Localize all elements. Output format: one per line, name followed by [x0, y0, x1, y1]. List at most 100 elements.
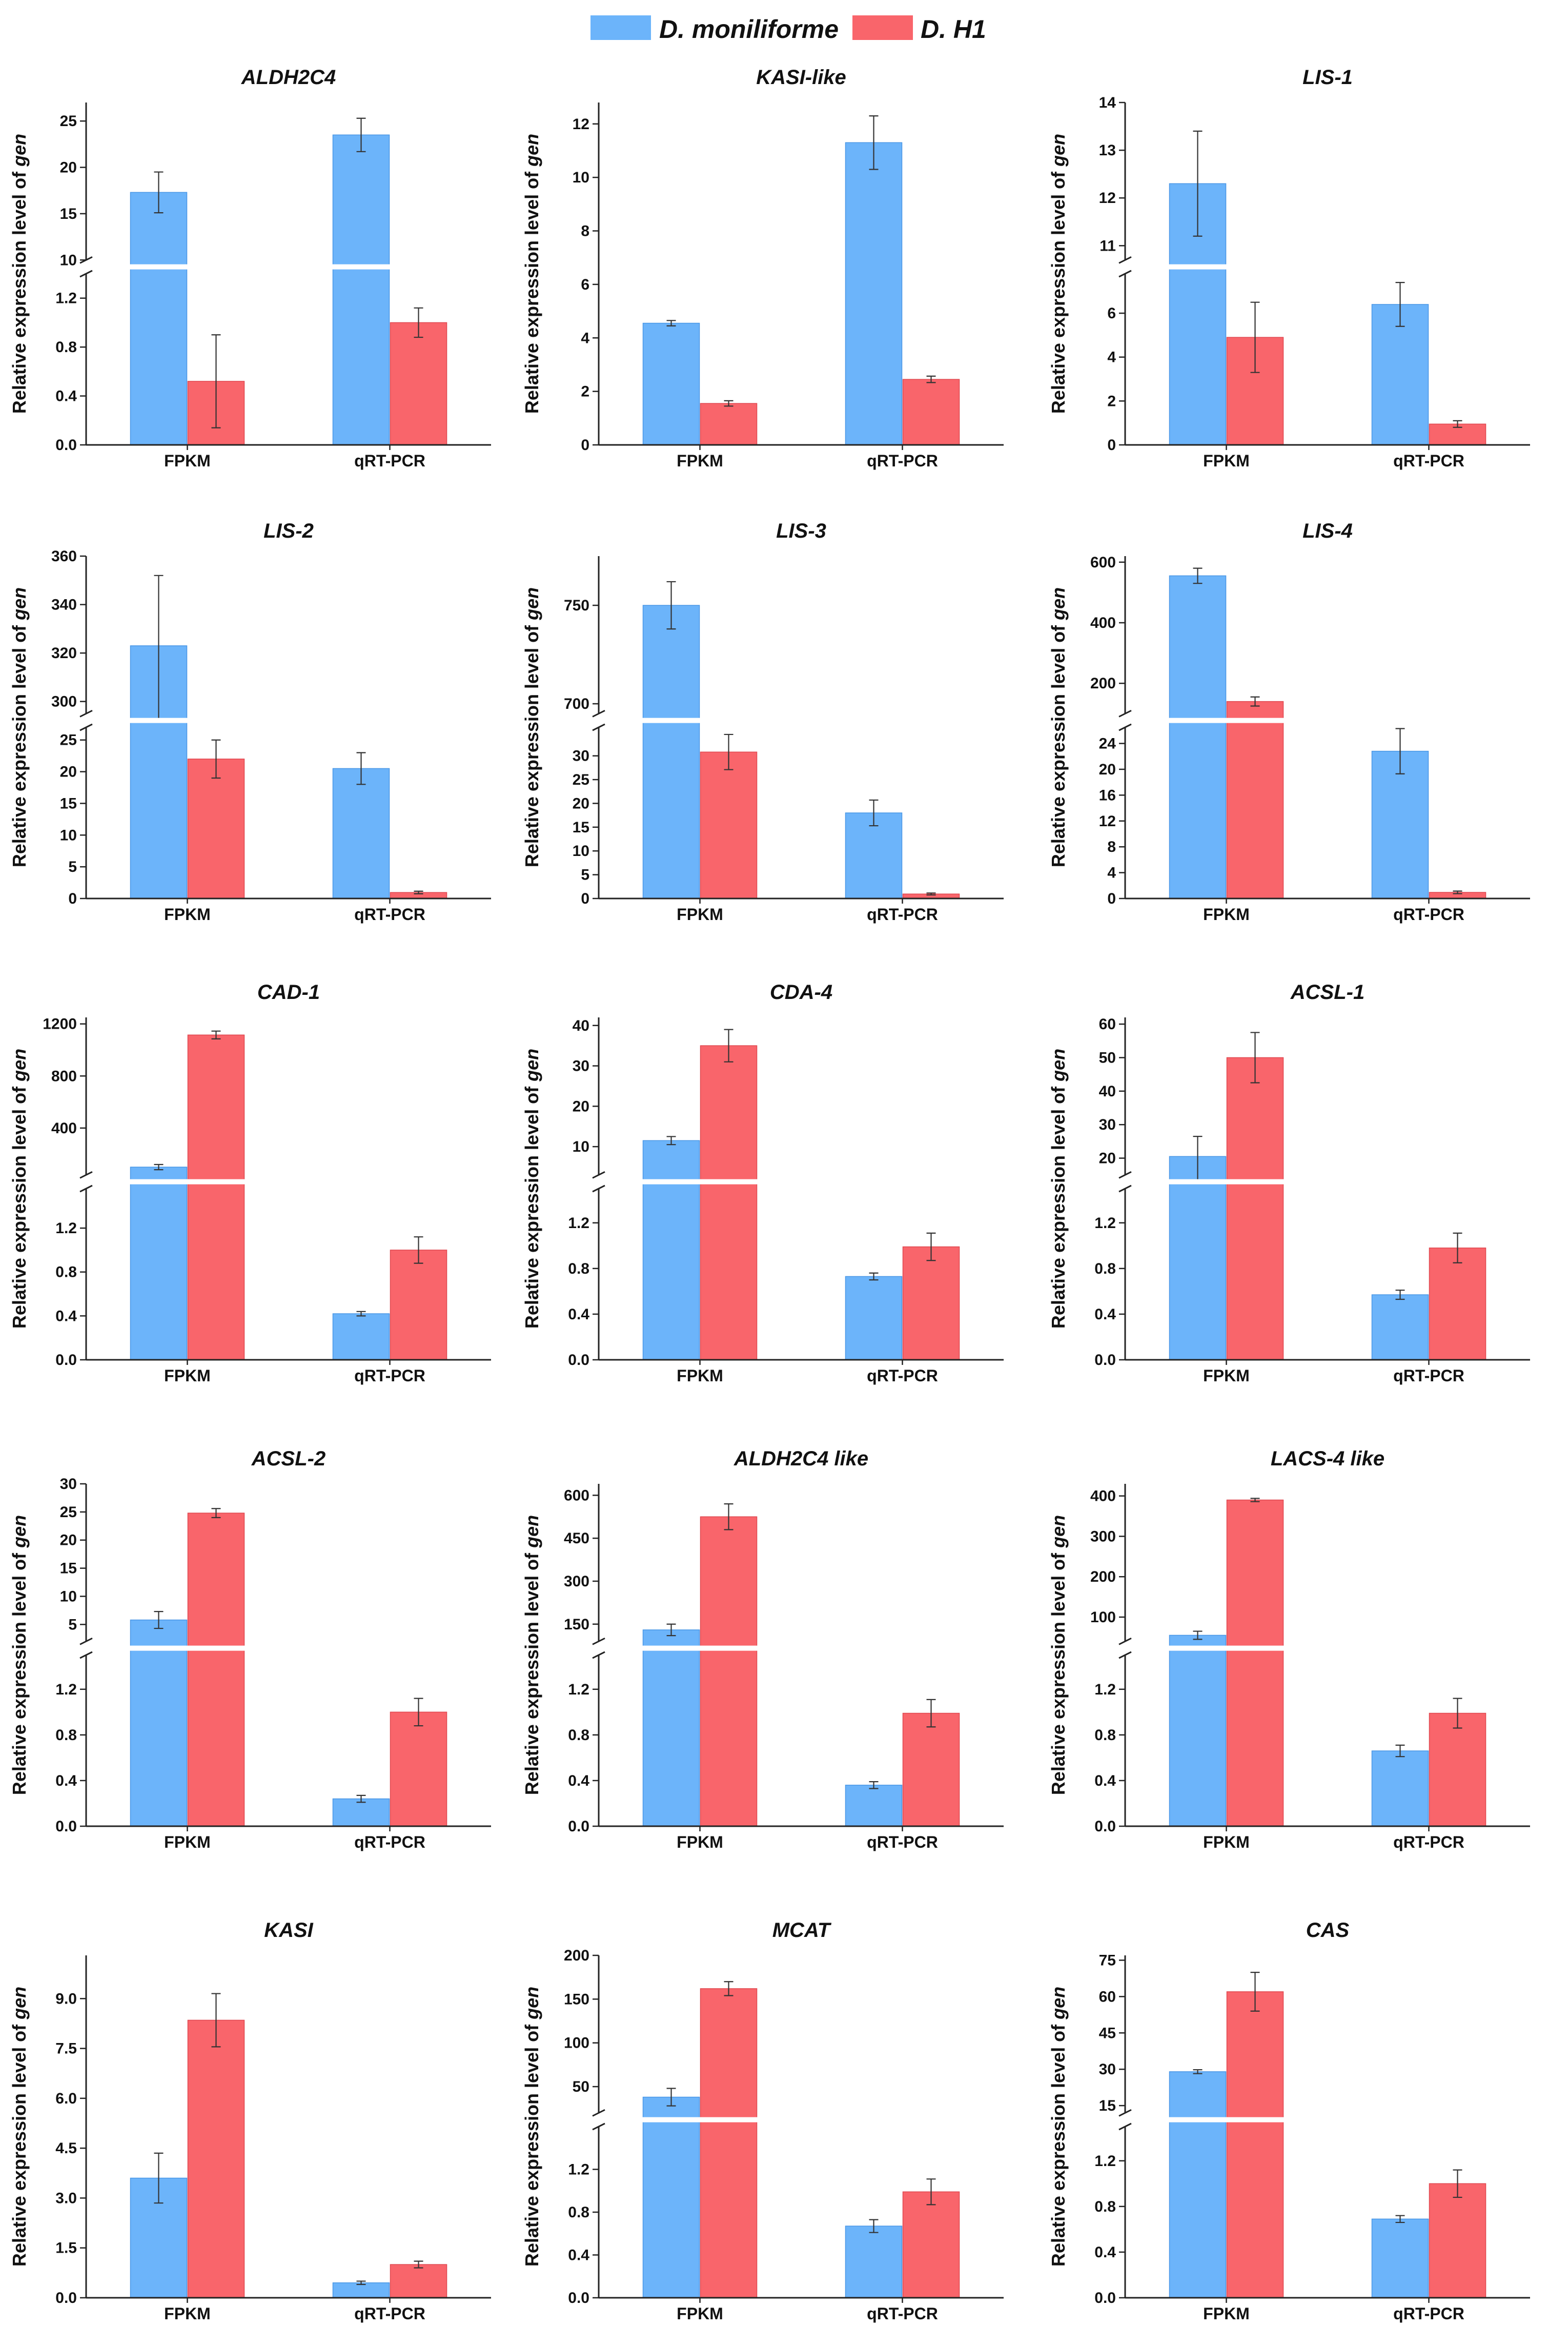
category-label-qrt-pcr: qRT-PCR	[1393, 452, 1464, 470]
panel-title: KASI-like	[756, 66, 846, 89]
bar-d-h1-fpkm	[187, 2019, 245, 2298]
y-axis-label: Relative expression level of gen	[521, 1049, 542, 1329]
error-bar-d-h1-qrt-pcr	[414, 307, 423, 338]
panel-lis-1: LIS-1 Relative expression level of gen FPK…	[1048, 66, 1530, 470]
axis-break-mark	[79, 1637, 93, 1659]
y-tick-label: 360	[51, 548, 77, 565]
error-bar-d-h1-fpkm	[211, 334, 221, 428]
y-tick-label: 0.8	[1094, 2198, 1116, 2215]
y-tick-label: 0	[1107, 437, 1116, 454]
bar-d-moniliforme-fpkm	[1169, 2071, 1227, 2298]
y-tick-label: 15	[60, 206, 77, 222]
category-label-fpkm: FPKM	[164, 1366, 211, 1385]
panel-title: ALDH2C4	[241, 66, 336, 89]
y-tick-label: 0.0	[568, 2290, 589, 2306]
bar-d-h1-qrt-pcr	[902, 379, 960, 445]
y-axis-label: Relative expression level of gen	[1048, 134, 1069, 414]
bar-d-h1-fpkm	[1226, 701, 1284, 899]
axis-break-mark	[592, 1637, 605, 1659]
y-tick-label: 7.5	[55, 2040, 77, 2057]
category-label-fpkm: FPKM	[1203, 905, 1250, 924]
axis-break-mark	[79, 1171, 93, 1193]
axis-break-mark	[1118, 2109, 1132, 2131]
y-axis-label: Relative expression level of gen	[9, 1987, 30, 2266]
error-bar-d-h1-fpkm	[724, 1981, 734, 1996]
bar-d-moniliforme-qrt-pcr	[1371, 2218, 1429, 2298]
error-bar-d-moniliforme-fpkm	[1193, 567, 1203, 584]
axis-break-band	[600, 1645, 1004, 1651]
y-axis-label: Relative expression level of gen	[1048, 1515, 1069, 1795]
bar-d-h1-fpkm	[1226, 1057, 1284, 1360]
y-tick-label: 60	[1099, 1988, 1116, 2005]
y-tick-label: 4	[1107, 865, 1116, 882]
bar-d-h1-qrt-pcr	[1429, 1712, 1486, 1827]
error-bar-d-h1-qrt-pcr	[926, 892, 936, 896]
panel-lis-3: LIS-3 Relative expression level of gen FPK…	[521, 520, 1004, 924]
y-tick-label: 10	[60, 1588, 77, 1605]
legend-swatch-d-h1	[852, 15, 913, 40]
y-tick-label: 30	[1099, 2061, 1116, 2078]
bar-d-h1-qrt-pcr	[1429, 2183, 1486, 2298]
y-tick-label: 9.0	[55, 1990, 77, 2007]
y-tick-label: 0.4	[568, 1772, 589, 1789]
y-tick-label: 50	[573, 2078, 589, 2095]
category-label-qrt-pcr: qRT-PCR	[867, 905, 938, 924]
axis-break-band	[1126, 718, 1530, 723]
y-tick-label: 15	[1099, 2097, 1116, 2114]
category-label-qrt-pcr: qRT-PCR	[354, 905, 425, 924]
legend-label-d-h1: D. H1	[921, 15, 986, 44]
bar-d-moniliforme-fpkm	[642, 605, 700, 899]
panel-title: ACSL-2	[251, 1447, 325, 1470]
y-axis-label: Relative expression level of gen	[521, 134, 542, 414]
y-tick-label: 1.5	[55, 2240, 77, 2257]
category-label-fpkm: FPKM	[1203, 2304, 1250, 2323]
error-bar-d-moniliforme-qrt-pcr	[356, 2280, 366, 2285]
y-tick-label: 10	[573, 1138, 589, 1155]
y-tick-label: 400	[1090, 615, 1116, 631]
bar-d-h1-fpkm	[700, 1516, 758, 1827]
error-bar-d-h1-fpkm	[724, 733, 734, 770]
error-bar-d-h1-fpkm	[1250, 1032, 1260, 1084]
y-tick-label: 0.8	[568, 2204, 589, 2221]
legend: D. moniliforme D. H1	[590, 15, 986, 44]
error-bar-d-moniliforme-fpkm	[666, 1136, 676, 1146]
y-tick-label: 1.2	[55, 1681, 77, 1698]
y-tick-label: 12	[1099, 190, 1116, 207]
category-label-fpkm: FPKM	[164, 1833, 211, 1851]
y-tick-label: 4	[581, 330, 589, 346]
panel-aldh2c4-like: ALDH2C4 like Relative expression level of…	[521, 1447, 1004, 1851]
category-label-fpkm: FPKM	[677, 1366, 723, 1385]
y-tick-label: 15	[60, 795, 77, 812]
y-tick-label: 0.4	[568, 2247, 589, 2264]
error-bar-d-h1-qrt-pcr	[926, 375, 936, 383]
category-label-qrt-pcr: qRT-PCR	[867, 452, 938, 470]
axis-break-mark	[592, 1171, 605, 1193]
error-bar-d-h1-fpkm	[211, 1030, 221, 1040]
y-tick-label: 20	[1099, 761, 1116, 778]
bar-d-h1-fpkm	[700, 1045, 758, 1360]
bar-d-moniliforme-fpkm	[1169, 1635, 1227, 1827]
bar-d-moniliforme-qrt-pcr	[1371, 1294, 1429, 1360]
y-tick-label: 200	[1090, 675, 1116, 692]
y-tick-label: 40	[573, 1017, 589, 1034]
legend-swatch-d-moniliforme	[590, 15, 651, 40]
y-tick-label: 0.4	[568, 1306, 589, 1323]
y-tick-label: 20	[573, 1098, 589, 1115]
error-bar-d-moniliforme-fpkm	[1193, 1630, 1203, 1640]
y-tick-label: 0.4	[55, 1308, 77, 1324]
y-tick-label: 200	[564, 1947, 589, 1964]
y-axis-label: Relative expression level of gen	[9, 587, 30, 867]
axis-break-band	[87, 264, 491, 270]
error-bar-d-moniliforme-qrt-pcr	[1395, 728, 1405, 774]
panel-title: KASI	[264, 1919, 313, 1942]
bar-d-h1-fpkm	[187, 1513, 245, 1827]
y-axis-label: Relative expression level of gen	[1048, 1049, 1069, 1329]
y-tick-label: 10	[60, 827, 77, 844]
error-bar-d-moniliforme-qrt-pcr	[1395, 1290, 1405, 1300]
bar-d-h1-fpkm	[187, 759, 245, 899]
error-bar-d-moniliforme-qrt-pcr	[869, 799, 879, 827]
error-bar-d-h1-fpkm	[211, 739, 221, 779]
error-bar-d-h1-fpkm	[1250, 1971, 1260, 2012]
panel-lis-2: LIS-2 Relative expression level of gen FPK…	[9, 520, 491, 924]
